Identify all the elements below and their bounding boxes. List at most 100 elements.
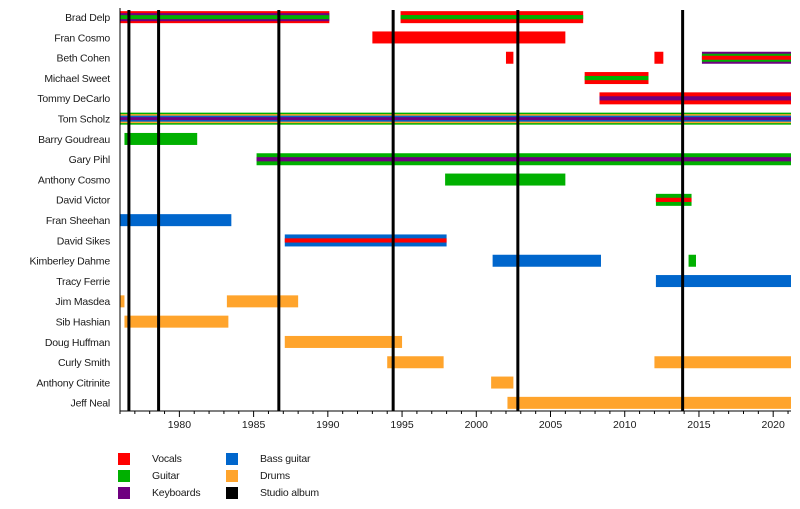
member-label: Fran Sheehan: [46, 215, 111, 227]
studio-album-lines: [127, 10, 685, 411]
member-label: Anthony Cosmo: [38, 174, 110, 186]
legend-label: Guitar: [152, 469, 180, 482]
member-period-bar: [701, 51, 791, 64]
member-label: Jeff Neal: [71, 398, 110, 410]
member-period-bar: [492, 254, 601, 267]
role-stripe-drums: [507, 396, 791, 409]
x-tick-label: 2010: [613, 419, 637, 431]
member-period-bar: [387, 356, 444, 369]
member-period-bar: [256, 153, 792, 166]
x-axis: 1980 1985 1990 1995 2000 2005 2010 2015 2020: [119, 8, 791, 431]
legend-label: Studio album: [260, 486, 319, 499]
member-period-bar: [507, 396, 791, 409]
x-tick-label: 2000: [465, 419, 489, 431]
role-stripe-drums: [120, 295, 125, 308]
member-label: Barry Goudreau: [38, 134, 110, 146]
member-period-bar: [120, 295, 125, 308]
role-stripe-keyboards: [256, 157, 792, 162]
member-label: Beth Cohen: [57, 53, 111, 65]
role-stripe-drums: [124, 315, 229, 328]
legend-item: Vocals: [118, 451, 226, 466]
member-label: David Victor: [56, 195, 111, 207]
role-stripe-guitar: [688, 254, 696, 267]
bars-layer: [120, 11, 792, 409]
role-stripe-drums: [654, 356, 791, 369]
member-period-bar: [124, 315, 229, 328]
member-period-bar: [124, 132, 198, 145]
role-stripe-bass-guitar: [655, 275, 791, 288]
role-stripe-keyboards: [599, 96, 791, 101]
member-label: Anthony Citrinite: [36, 377, 110, 389]
role-stripe-keyboards: [120, 117, 791, 121]
member-label: Tommy DeCarlo: [37, 93, 110, 105]
x-tick-label: 2005: [539, 419, 563, 431]
member-period-bar: [372, 31, 566, 44]
member-period-bar: [655, 193, 692, 206]
legend-label: Drums: [260, 469, 290, 482]
member-period-bar: [284, 335, 403, 348]
role-stripe-drums: [387, 356, 444, 369]
role-stripe-vocals: [284, 238, 447, 243]
member-label: Jim Masdea: [55, 296, 110, 308]
legend-item: Studio album: [226, 485, 346, 500]
member-label: Curly Smith: [58, 357, 110, 369]
x-tick-label: 1985: [242, 419, 266, 431]
legend-swatch: [226, 486, 238, 499]
member-period-bar: [120, 214, 232, 227]
legend: Vocals Bass guitar Guitar Drums Keyboards Stu…: [118, 451, 346, 500]
legend-swatch: [226, 452, 238, 465]
member-label: Tracy Ferrie: [56, 276, 110, 288]
member-period-bar: [445, 173, 566, 186]
role-stripe-vocals: [505, 51, 514, 64]
member-label: Tom Scholz: [58, 113, 110, 125]
member-period-bar: [584, 72, 649, 85]
role-stripe-drums: [226, 295, 299, 308]
member-period-bar: [654, 356, 791, 369]
member-period-bar: [400, 11, 584, 24]
member-label: Sib Hashian: [56, 316, 111, 328]
member-period-bar: [120, 112, 791, 125]
member-period-bar: [655, 275, 791, 288]
member-period-bar: [120, 11, 330, 24]
x-tick-label: 2020: [762, 419, 786, 431]
member-period-bar: [284, 234, 447, 247]
x-tick-label: 1990: [316, 419, 340, 431]
member-label: Doug Huffman: [45, 337, 110, 349]
role-stripe-guitar: [124, 132, 198, 145]
member-period-bar: [226, 295, 299, 308]
role-stripe-bass-guitar: [120, 214, 232, 227]
legend-item: Keyboards: [118, 485, 226, 500]
member-period-bar: [491, 376, 514, 389]
x-tick-label: 2015: [687, 419, 711, 431]
legend-swatch: [118, 452, 130, 465]
legend-item: Bass guitar: [226, 451, 346, 466]
member-label: Michael Sweet: [44, 73, 110, 85]
role-stripe-guitar: [445, 173, 566, 186]
role-stripe-drums: [284, 335, 403, 348]
member-period-bar: [505, 51, 514, 64]
role-stripe-drums: [491, 376, 514, 389]
legend-item: Drums: [226, 468, 346, 483]
member-labels: Brad Delp Fran Cosmo Beth Cohen Michael Swe…: [30, 12, 111, 410]
member-label: Brad Delp: [65, 12, 110, 24]
role-stripe-guitar: [400, 15, 584, 20]
member-period-bar: [688, 254, 696, 267]
x-tick-label: 1980: [168, 419, 192, 431]
legend-label: Keyboards: [152, 486, 201, 499]
legend-label: Bass guitar: [260, 452, 311, 465]
legend-item: Guitar: [118, 468, 226, 483]
role-stripe-vocals: [701, 55, 791, 60]
member-label: Fran Cosmo: [54, 32, 110, 44]
member-period-bar: [599, 92, 791, 105]
role-stripe-guitar: [120, 15, 330, 20]
legend-swatch: [226, 469, 238, 482]
member-label: Kimberley Dahme: [30, 256, 111, 268]
legend-swatch: [118, 486, 130, 499]
role-stripe-vocals: [655, 197, 692, 202]
role-stripe-vocals: [372, 31, 566, 44]
member-label: Gary Pihl: [69, 154, 110, 166]
member-label: David Sikes: [57, 235, 110, 247]
legend-label: Vocals: [152, 452, 182, 465]
role-stripe-vocals: [654, 51, 664, 64]
